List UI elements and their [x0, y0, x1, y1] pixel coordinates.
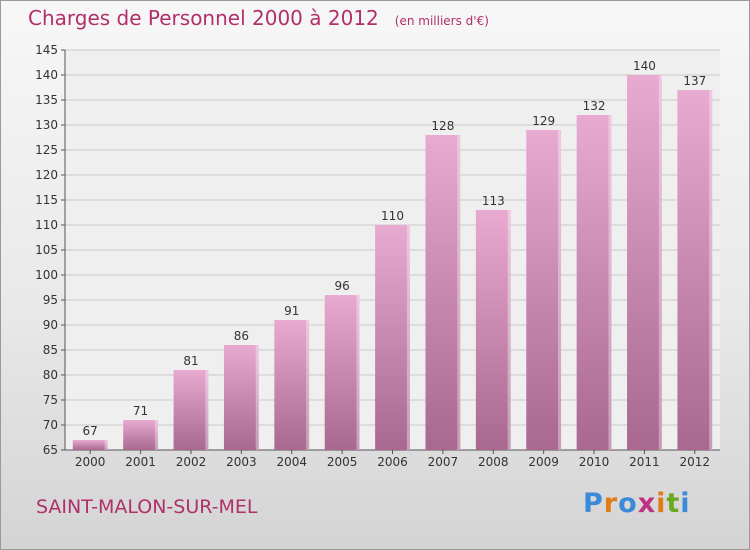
bar-2007: [425, 135, 461, 450]
labels: 67 2000 71 2001 81 2002 86 2003 91 2004 96 2005 110 2…: [75, 59, 710, 469]
bar-2003: [223, 345, 259, 450]
bar-highlight: [558, 130, 562, 450]
x-tick-label-2002: 2002: [176, 455, 207, 469]
brand-letter: i: [656, 488, 667, 519]
data-label-2003: 86: [234, 329, 249, 343]
y-tick-label: 105: [35, 243, 58, 257]
data-label-2011: 140: [633, 59, 656, 73]
bar-highlight: [507, 210, 511, 450]
data-label-2002: 81: [183, 354, 198, 368]
y-tick-label: 120: [35, 168, 58, 182]
y-tick-label: 95: [43, 293, 58, 307]
y-tick-label: 135: [35, 93, 58, 107]
x-tick-label-2007: 2007: [428, 455, 459, 469]
x-tick-label-2005: 2005: [327, 455, 358, 469]
bar-2004: [274, 320, 310, 450]
y-tick-label: 140: [35, 68, 58, 82]
chart-title-text: Charges de Personnel 2000 à 2012: [28, 6, 379, 30]
brand-letter: i: [680, 488, 691, 519]
x-tick-label-2000: 2000: [75, 455, 106, 469]
x-tick-label-2009: 2009: [528, 455, 559, 469]
data-label-2006: 110: [381, 209, 404, 223]
bar-2012: [677, 90, 713, 450]
bar-highlight: [608, 115, 612, 450]
data-label-2001: 71: [133, 404, 148, 418]
brand-letter: x: [637, 488, 657, 519]
x-tick-label-2004: 2004: [276, 455, 307, 469]
data-label-2000: 67: [83, 424, 98, 438]
bar-2006: [375, 225, 410, 450]
y-tick-label: 80: [43, 368, 58, 382]
x-tick-label-2012: 2012: [680, 455, 711, 469]
bar-highlight: [709, 90, 713, 450]
chart-unit: (en milliers d'€): [394, 14, 489, 28]
chart-title: Charges de Personnel 2000 à 2012 (en mill…: [28, 6, 489, 30]
city-name: SAINT-MALON-SUR-MEL: [36, 496, 258, 518]
brand-letter: o: [618, 488, 638, 519]
bar-highlight: [104, 440, 108, 450]
bar-2002: [173, 370, 209, 450]
x-tick-label-2010: 2010: [579, 455, 610, 469]
y-tick-label: 130: [35, 118, 58, 132]
bar-highlight: [255, 345, 259, 450]
x-tick-label-2006: 2006: [377, 455, 408, 469]
bar-highlight: [356, 295, 360, 450]
bar-highlight: [154, 420, 158, 450]
bar-2011: [627, 75, 662, 450]
data-label-2010: 132: [583, 99, 606, 113]
x-tick-label-2001: 2001: [125, 455, 156, 469]
bar-highlight: [457, 135, 461, 450]
bar-2009: [526, 130, 562, 450]
y-tick-label: 115: [35, 193, 58, 207]
bar-2010: [576, 115, 612, 450]
y-tick-label: 90: [43, 318, 58, 332]
x-tick-label-2008: 2008: [478, 455, 509, 469]
data-label-2007: 128: [431, 119, 454, 133]
x-tick-label-2003: 2003: [226, 455, 257, 469]
y-tick-label: 145: [35, 43, 58, 57]
y-tick-label: 85: [43, 343, 58, 357]
y-tick-label: 65: [43, 443, 58, 457]
data-label-2008: 113: [482, 194, 505, 208]
axes: 65 70 75 80 85 90 95 100 105 110 115 120 125 130 135 14…: [35, 43, 720, 457]
data-label-2004: 91: [284, 304, 299, 318]
bar-highlight: [205, 370, 209, 450]
proxiti-logo[interactable]: Proxiti: [583, 488, 691, 519]
bar-2008: [475, 210, 511, 450]
y-tick-label: 70: [43, 418, 58, 432]
y-tick-label: 110: [35, 218, 58, 232]
bar-2001: [123, 420, 158, 450]
data-label-2009: 129: [532, 114, 555, 128]
bar-highlight: [406, 225, 410, 450]
data-label-2012: 137: [683, 74, 706, 88]
bar-highlight: [658, 75, 662, 450]
bar-2000: [72, 440, 108, 450]
brand-letter: P: [583, 488, 604, 519]
bars: [72, 75, 713, 450]
y-tick-label: 100: [35, 268, 58, 282]
y-tick-label: 75: [43, 393, 58, 407]
bar-2005: [324, 295, 360, 450]
x-tick-label-2011: 2011: [629, 455, 660, 469]
y-tick-label: 125: [35, 143, 58, 157]
data-label-2005: 96: [334, 279, 349, 293]
bar-highlight: [306, 320, 310, 450]
brand-letter: r: [603, 488, 619, 519]
brand-letter: t: [666, 488, 681, 519]
